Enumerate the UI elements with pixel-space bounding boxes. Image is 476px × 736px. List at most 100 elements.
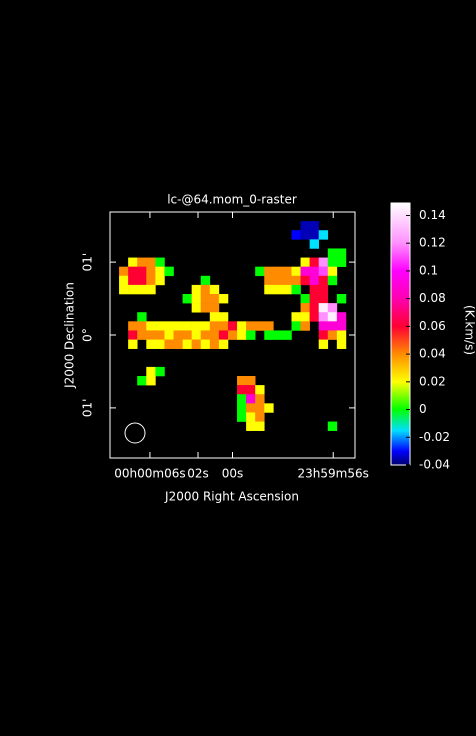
pixel xyxy=(237,376,247,386)
pixel xyxy=(300,303,310,313)
pixel xyxy=(209,321,220,331)
pixel xyxy=(246,394,256,404)
colorbar-tick-label: 0.1 xyxy=(419,263,438,277)
pixel xyxy=(146,275,156,286)
pixel xyxy=(164,330,174,340)
pixel xyxy=(155,366,165,377)
pixel xyxy=(173,330,183,340)
pixel xyxy=(255,385,265,395)
pixel xyxy=(137,284,147,295)
pixel xyxy=(309,312,320,322)
colorbar-tick-label: 0.08 xyxy=(419,291,446,305)
pixel xyxy=(264,275,274,286)
pixel xyxy=(137,266,147,277)
pixel xyxy=(146,330,156,340)
pixel xyxy=(155,257,165,267)
pixel xyxy=(318,312,329,322)
pixel xyxy=(318,294,329,304)
pixel xyxy=(237,321,247,331)
pixel xyxy=(191,294,202,304)
pixel xyxy=(336,330,347,340)
pixel xyxy=(336,248,347,258)
pixel xyxy=(246,376,256,386)
pixel xyxy=(200,303,211,313)
pixel xyxy=(327,303,338,313)
pixel xyxy=(209,294,220,304)
pixel xyxy=(146,284,156,295)
x-tick-label: 00s xyxy=(222,467,244,481)
pixel xyxy=(146,321,156,331)
colorbar-tick-label: 0.14 xyxy=(419,208,446,222)
pixel xyxy=(182,339,192,349)
pixel xyxy=(164,266,174,277)
pixel xyxy=(336,294,347,304)
y-tick-label: 01' xyxy=(81,253,95,272)
pixel xyxy=(200,321,211,331)
pixel xyxy=(200,275,211,286)
pixel xyxy=(318,230,329,240)
pixel xyxy=(128,321,138,331)
pixel xyxy=(309,230,320,240)
pixel xyxy=(137,330,147,340)
colorbar-tick-label: 0.12 xyxy=(419,236,446,250)
pixel xyxy=(309,266,320,277)
pixel xyxy=(218,294,229,304)
x-axis-label: J2000 Right Ascension xyxy=(164,490,299,504)
pixel xyxy=(155,321,165,331)
colorbar-tick-label: 0.04 xyxy=(419,347,446,361)
pixel xyxy=(155,339,165,349)
pixel xyxy=(155,266,165,277)
pixel xyxy=(137,376,147,386)
pixel xyxy=(255,394,265,404)
pixel xyxy=(264,330,274,340)
pixel xyxy=(318,339,329,349)
pixel xyxy=(200,339,211,349)
colorbar-tick-label: 0 xyxy=(419,402,427,416)
pixel xyxy=(128,284,138,295)
pixel xyxy=(191,321,202,331)
pixel xyxy=(291,312,301,322)
pixel xyxy=(273,275,283,286)
pixel xyxy=(182,321,192,331)
pixel xyxy=(146,266,156,277)
pixel xyxy=(128,275,138,286)
pixel xyxy=(164,321,174,331)
pixel xyxy=(209,284,220,295)
pixel xyxy=(146,376,156,386)
pixel xyxy=(237,403,247,413)
pixel xyxy=(191,330,202,340)
colorbar-tick-label: 0.06 xyxy=(419,319,446,333)
pixel xyxy=(255,321,265,331)
pixel xyxy=(309,221,320,231)
pixel xyxy=(318,321,329,331)
pixel xyxy=(173,321,183,331)
pixel xyxy=(309,303,320,313)
pixel xyxy=(264,321,274,331)
pixel xyxy=(327,266,338,277)
pixel xyxy=(137,257,147,267)
pixel xyxy=(264,284,274,295)
pixel xyxy=(309,284,320,295)
pixel xyxy=(336,339,347,349)
pixel xyxy=(237,394,247,404)
pixel xyxy=(255,403,265,413)
chart-title: lc-@64.mom_0-raster xyxy=(167,193,297,207)
pixel xyxy=(282,275,292,286)
pixel xyxy=(182,330,192,340)
pixel xyxy=(209,330,220,340)
pixel xyxy=(128,257,138,267)
pixel xyxy=(291,321,301,331)
pixel xyxy=(300,266,310,277)
colorbar-tick-label: 0.02 xyxy=(419,374,446,388)
pixel xyxy=(246,403,256,413)
pixel xyxy=(146,339,156,349)
pixel xyxy=(128,330,138,340)
pixel xyxy=(227,330,238,340)
pixel xyxy=(318,303,329,313)
pixel xyxy=(237,412,247,422)
pixel xyxy=(218,330,229,340)
pixel xyxy=(318,257,329,267)
pixel xyxy=(155,330,165,340)
pixel xyxy=(255,266,265,277)
pixel xyxy=(128,266,138,277)
